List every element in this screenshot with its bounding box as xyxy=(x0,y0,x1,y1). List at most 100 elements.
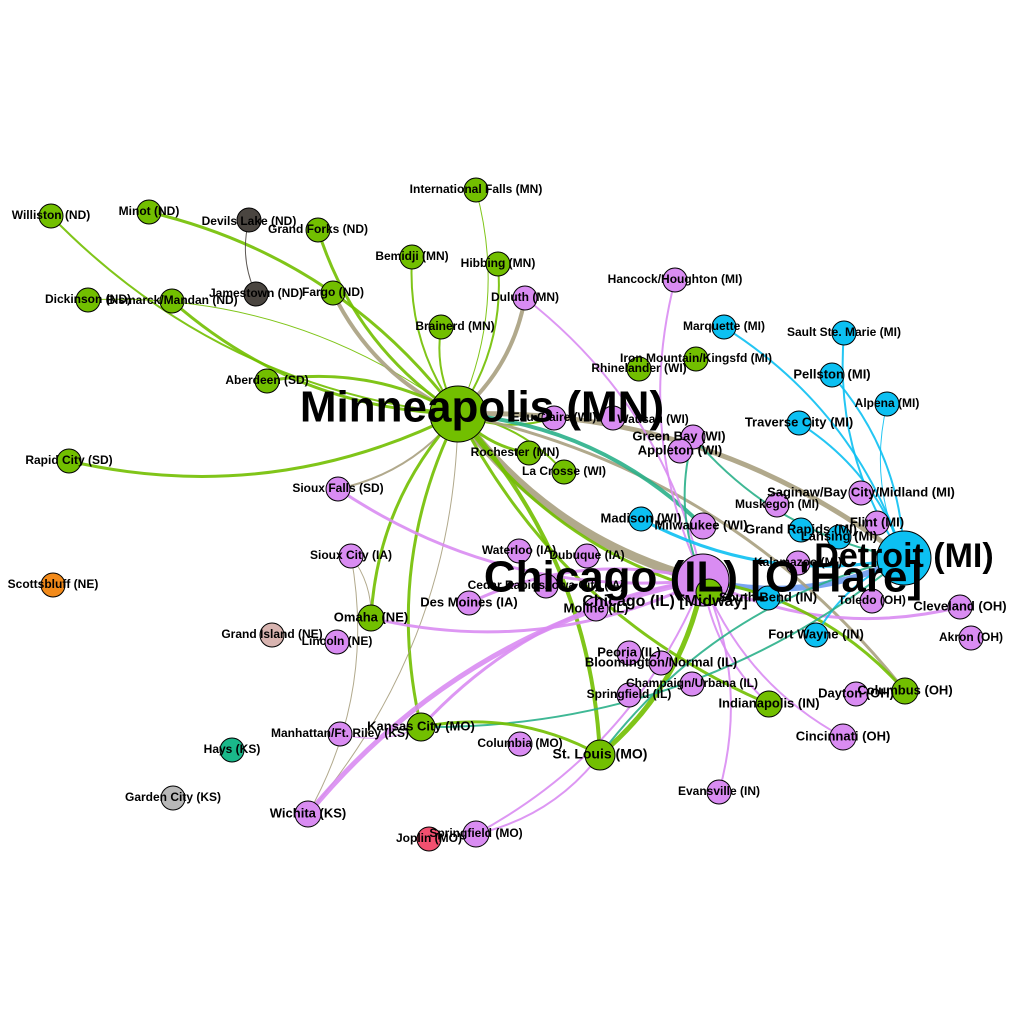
node-bloomington[interactable] xyxy=(648,650,674,676)
node-indianapolis[interactable] xyxy=(755,690,783,718)
node-columbus[interactable] xyxy=(891,677,919,705)
node-lincoln[interactable] xyxy=(324,629,350,655)
node-stlouis[interactable] xyxy=(584,739,616,771)
node-devilslake[interactable] xyxy=(236,207,262,233)
node-dtw[interactable] xyxy=(876,530,932,586)
node-label-lincoln: Lincoln (NE) xyxy=(302,634,373,648)
node-hancock[interactable] xyxy=(662,267,688,293)
node-label-saultstemarie: Sault Ste. Marie (MI) xyxy=(787,325,901,339)
node-fortwayne[interactable] xyxy=(803,622,829,648)
node-marquette[interactable] xyxy=(711,314,737,340)
node-msp[interactable] xyxy=(429,385,487,443)
edge-stlouis-kansascity xyxy=(419,720,602,757)
node-springfieldmo[interactable] xyxy=(462,820,490,848)
node-williston[interactable] xyxy=(38,203,64,229)
node-cincinnati[interactable] xyxy=(829,723,857,751)
node-duluth[interactable] xyxy=(512,285,538,311)
node-toledo[interactable] xyxy=(859,588,885,614)
node-milwaukee[interactable] xyxy=(689,512,717,540)
edge-msp-columbus xyxy=(456,412,907,693)
node-bemidji[interactable] xyxy=(399,244,425,270)
node-label-cincinnati: Cincinnati (OH) xyxy=(796,728,891,743)
node-cleveland[interactable] xyxy=(947,594,973,620)
node-joplin[interactable] xyxy=(416,826,442,852)
node-grandisland[interactable] xyxy=(259,622,285,648)
node-label-peoria: Peoria (IL) xyxy=(597,644,661,659)
node-rhinelander[interactable] xyxy=(626,356,652,382)
node-label-champaign: Champaign/Urbana (IL) xyxy=(626,676,758,690)
node-pellston[interactable] xyxy=(819,362,845,388)
node-kalamazoo[interactable] xyxy=(785,550,811,576)
node-bismarck[interactable] xyxy=(159,288,185,314)
node-label-devilslake: Devils Lake (ND) xyxy=(202,214,297,228)
node-midway[interactable] xyxy=(695,578,723,606)
node-southbend[interactable] xyxy=(755,585,781,611)
node-label-brainerd: Brainerd (MN) xyxy=(415,319,494,333)
node-label-siouxcity: Sioux City (IA) xyxy=(310,548,392,562)
node-kansascity[interactable] xyxy=(406,712,436,742)
node-brainerd[interactable] xyxy=(428,314,454,340)
node-madison[interactable] xyxy=(628,506,654,532)
node-label-wichita: Wichita (KS) xyxy=(270,805,346,820)
edge-stlouis-springfieldmo xyxy=(475,754,601,835)
node-fargo[interactable] xyxy=(320,280,346,306)
node-springfieldil[interactable] xyxy=(616,682,642,708)
node-scottsbluff[interactable] xyxy=(40,572,66,598)
node-columbia[interactable] xyxy=(507,731,533,757)
node-cedarrapids[interactable] xyxy=(533,573,559,599)
node-lansing[interactable] xyxy=(826,524,852,550)
edge-msp-kansascity xyxy=(406,412,460,729)
node-label-marquette: Marquette (MI) xyxy=(683,319,765,333)
node-dubuque[interactable] xyxy=(574,543,600,569)
node-evansville[interactable] xyxy=(706,779,732,805)
node-alpena[interactable] xyxy=(874,391,900,417)
node-wichita[interactable] xyxy=(294,800,322,828)
node-label-grandforks: Grand Forks (ND) xyxy=(268,222,368,236)
node-gardencity[interactable] xyxy=(160,785,186,811)
node-eauclaire[interactable] xyxy=(541,405,567,431)
node-muskegon[interactable] xyxy=(764,492,790,518)
node-dayton[interactable] xyxy=(843,681,869,707)
edge-ord-evansville xyxy=(702,579,732,793)
edge-dtw-marquette xyxy=(723,326,905,559)
node-peoria[interactable] xyxy=(616,640,642,666)
node-flint[interactable] xyxy=(864,510,890,536)
edge-msp-minot xyxy=(147,210,460,416)
node-waterloo[interactable] xyxy=(506,538,532,564)
node-dickinson[interactable] xyxy=(75,287,101,313)
node-aberdeen[interactable] xyxy=(254,368,280,394)
edge-dtw-madison xyxy=(639,517,906,568)
edge-dtw-saultstemarie xyxy=(841,332,905,559)
node-label-hibbing: Hibbing (MN) xyxy=(461,256,536,270)
node-label-scottsbluff: Scottsbluff (NE) xyxy=(8,577,99,591)
node-minot[interactable] xyxy=(136,199,162,225)
node-jamestown[interactable] xyxy=(243,281,269,307)
node-saultstemarie[interactable] xyxy=(831,320,857,346)
node-omaha[interactable] xyxy=(357,604,385,632)
node-appleton[interactable] xyxy=(667,438,693,464)
node-moline[interactable] xyxy=(583,596,609,622)
node-label-saginaw: Saginaw/Bay City/Midland (MI) xyxy=(767,484,955,499)
node-ironmtn[interactable] xyxy=(683,346,709,372)
node-saginaw[interactable] xyxy=(848,480,874,506)
node-lacrosse[interactable] xyxy=(551,459,577,485)
node-hays[interactable] xyxy=(219,737,245,763)
node-desmoines[interactable] xyxy=(456,590,482,616)
node-grandrapids[interactable] xyxy=(788,517,814,543)
node-rochester[interactable] xyxy=(516,440,542,466)
node-traversecity[interactable] xyxy=(786,410,812,436)
node-label-muskegon: Muskegon (MI) xyxy=(735,497,819,511)
node-siouxcity[interactable] xyxy=(338,543,364,569)
node-akron[interactable] xyxy=(958,625,984,651)
node-grandforks[interactable] xyxy=(305,217,331,243)
edge-ord-siouxfalls xyxy=(336,487,705,585)
node-champaign[interactable] xyxy=(679,671,705,697)
node-siouxfalls[interactable] xyxy=(325,476,351,502)
node-rapidcity[interactable] xyxy=(56,448,82,474)
node-hibbing[interactable] xyxy=(485,251,511,277)
node-layer xyxy=(38,177,984,852)
node-intlfalls[interactable] xyxy=(463,177,489,203)
node-manhattan[interactable] xyxy=(327,721,353,747)
node-wausau[interactable] xyxy=(600,405,626,431)
node-label-grandisland: Grand Island (NE) xyxy=(221,627,322,641)
